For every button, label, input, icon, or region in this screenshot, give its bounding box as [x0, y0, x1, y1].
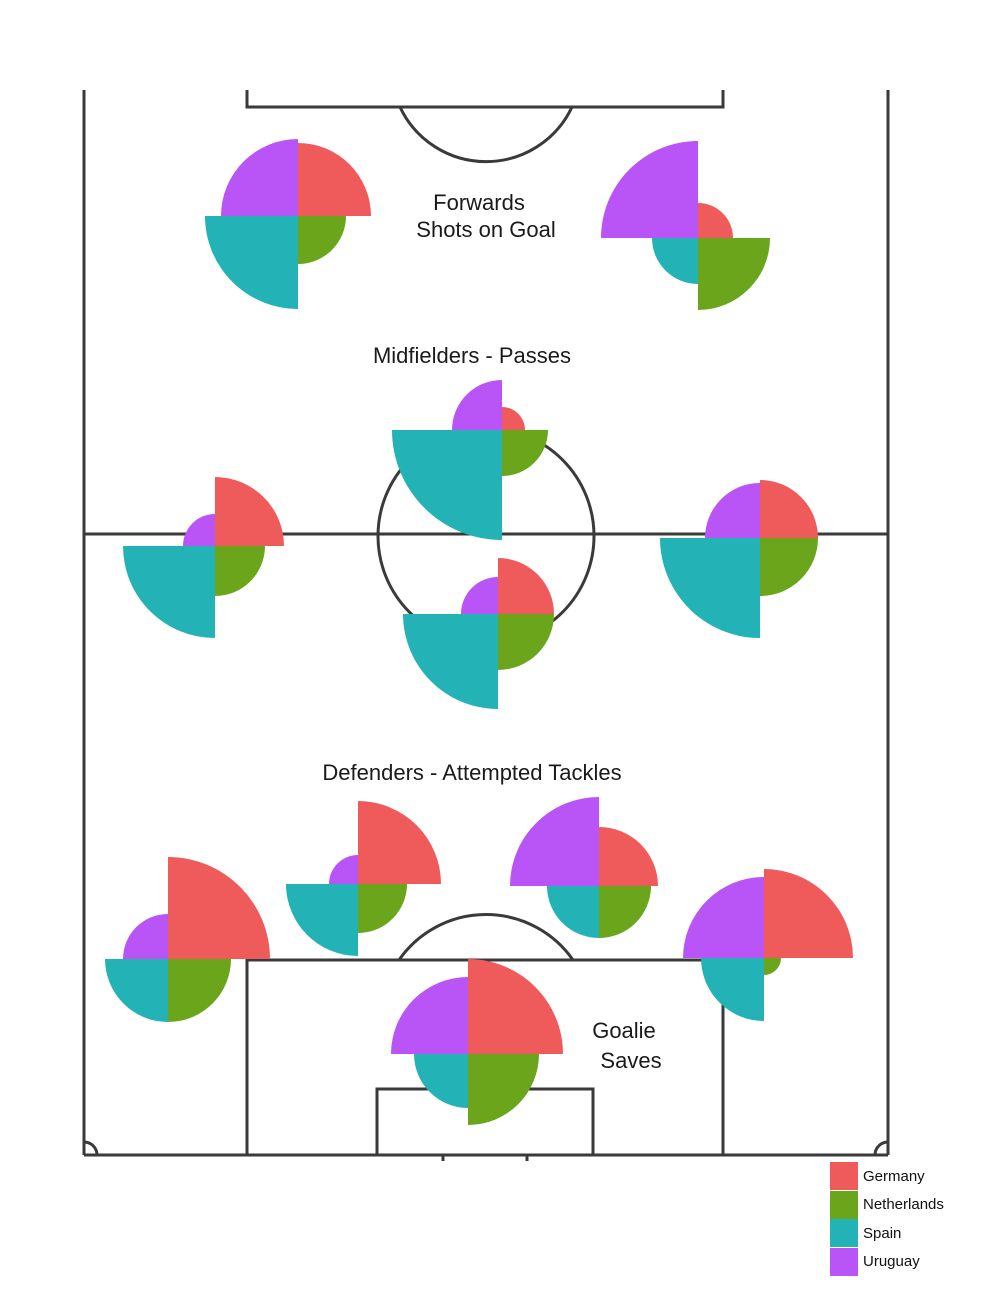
- legend-swatch: [830, 1219, 858, 1248]
- rose-wedge-spain: [652, 238, 698, 284]
- rose-wedge-spain: [392, 430, 502, 540]
- forward-rose-1: [205, 139, 371, 309]
- rose-wedge-uruguay: [510, 797, 599, 886]
- forwards-label: Forwards: [433, 190, 525, 215]
- goalie-rose-11: [391, 959, 563, 1125]
- rose-wedge-spain: [123, 546, 215, 638]
- legend-item-spain: Spain: [830, 1219, 944, 1248]
- legend-label: Uruguay: [863, 1253, 920, 1271]
- rose-wedge-germany: [468, 959, 563, 1054]
- bottom-goal: [441, 1155, 529, 1161]
- rose-wedge-spain: [105, 959, 168, 1022]
- rose-wedge-uruguay: [452, 380, 502, 430]
- midfielder-rose-4: [123, 477, 284, 638]
- rose-wedge-spain: [547, 886, 599, 938]
- goalie-label: Goalie: [592, 1018, 656, 1043]
- legend-swatch: [830, 1190, 858, 1219]
- legend-label: Spain: [863, 1224, 902, 1242]
- legend-item-uruguay: Uruguay: [830, 1247, 944, 1277]
- midfielder-rose-3: [392, 380, 548, 540]
- bottom-penalty-arc: [397, 913, 575, 961]
- rose-wedge-germany: [498, 558, 554, 614]
- rose-wedge-spain: [403, 614, 498, 709]
- rose-wedge-uruguay: [221, 139, 298, 216]
- corner-arc-right: [873, 1140, 889, 1156]
- rose-wedge-germany: [764, 869, 853, 958]
- legend-swatch: [830, 1247, 858, 1276]
- rose-wedge-uruguay: [601, 141, 698, 238]
- corner-arc-left: [83, 1140, 99, 1156]
- rose-wedge-netherlands: [760, 538, 818, 596]
- legend: Germany Netherlands Spain Uruguay: [830, 1162, 944, 1276]
- midfielders-label: Midfielders - Passes: [373, 343, 571, 368]
- legend-swatch: [830, 1162, 858, 1191]
- bottom-penalty-box: [245, 958, 725, 1155]
- defender-rose-8: [286, 801, 441, 956]
- rose-wedge-germany: [502, 407, 525, 430]
- rose-wedge-uruguay: [461, 577, 498, 614]
- rose-wedge-spain: [205, 216, 298, 309]
- rose-wedge-uruguay: [183, 514, 215, 546]
- legend-item-germany: Germany: [830, 1162, 944, 1191]
- defender-rose-9: [510, 797, 658, 938]
- rose-wedge-netherlands: [764, 958, 781, 975]
- legend-label: Netherlands: [863, 1196, 944, 1214]
- rose-wedge-germany: [215, 477, 284, 546]
- rose-wedge-spain: [660, 538, 760, 638]
- defender-rose-10: [683, 869, 853, 1021]
- rose-wedge-netherlands: [599, 886, 651, 938]
- rose-wedge-netherlands: [358, 884, 407, 933]
- forwards-sublabel: Shots on Goal: [416, 217, 555, 242]
- goalie-sublabel: Saves: [600, 1048, 661, 1073]
- rose-wedge-netherlands: [498, 614, 554, 670]
- rose-wedge-spain: [701, 958, 764, 1021]
- rose-wedge-uruguay: [123, 914, 168, 959]
- rose-wedge-netherlands: [468, 1054, 539, 1125]
- rose-wedge-germany: [698, 203, 733, 238]
- rose-wedge-germany: [298, 143, 371, 216]
- legend-item-netherlands: Netherlands: [830, 1190, 944, 1220]
- rose-wedge-netherlands: [698, 238, 770, 310]
- top-penalty-box: [245, 90, 725, 109]
- defenders-label: Defenders - Attempted Tackles: [322, 760, 621, 785]
- midfielder-rose-5: [660, 480, 818, 638]
- rose-wedge-netherlands: [298, 216, 346, 264]
- rose-wedge-netherlands: [168, 959, 231, 1022]
- rose-wedge-netherlands: [502, 430, 548, 476]
- rose-wedge-uruguay: [683, 877, 764, 958]
- rose-wedge-spain: [286, 884, 358, 956]
- rose-wedge-uruguay: [705, 483, 760, 538]
- rose-wedge-germany: [358, 801, 441, 884]
- rose-wedge-germany: [599, 827, 658, 886]
- rose-wedge-netherlands: [215, 546, 265, 596]
- rose-wedge-uruguay: [391, 977, 468, 1054]
- rose-wedge-germany: [168, 857, 270, 959]
- forward-rose-2: [601, 141, 770, 310]
- rose-wedge-spain: [414, 1054, 468, 1108]
- top-penalty-arc: [398, 106, 574, 164]
- rose-wedge-germany: [760, 480, 818, 538]
- defender-rose-7: [105, 857, 270, 1022]
- midfielder-rose-6: [403, 558, 554, 709]
- legend-label: Germany: [863, 1167, 925, 1185]
- rose-wedge-uruguay: [329, 855, 358, 884]
